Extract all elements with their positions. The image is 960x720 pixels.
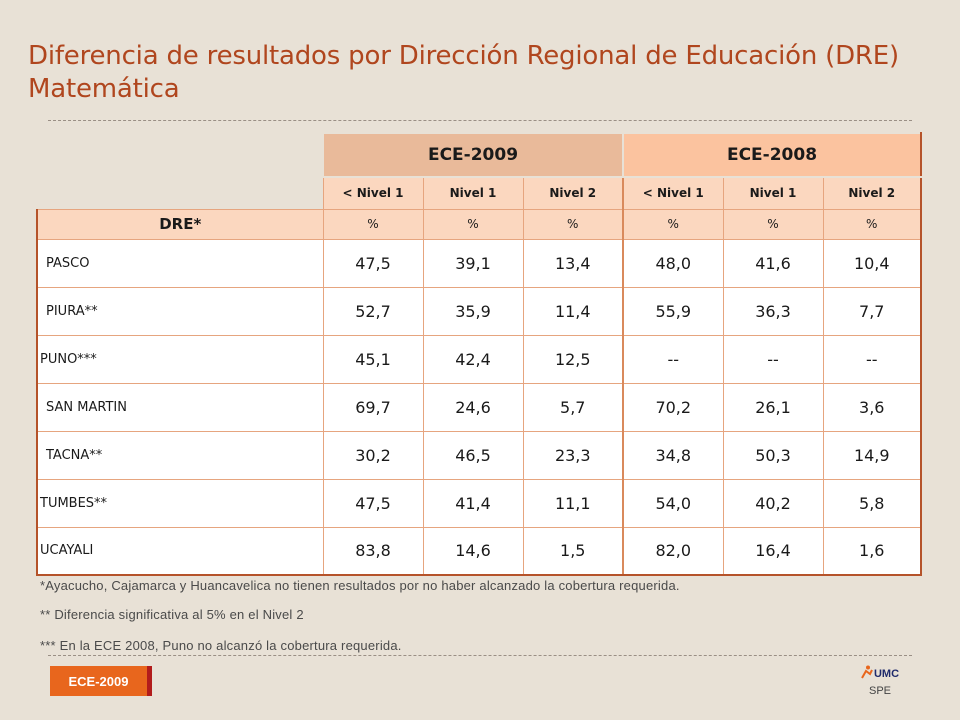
footnote-significance: ** Diferencia significativa al 5% en el …	[40, 607, 304, 622]
year-header-row: ECE-2009 ECE-2008	[37, 132, 922, 178]
value-cell: 83,8	[322, 526, 424, 576]
dre-column-header: DRE*	[36, 208, 324, 240]
dre-name: UCAYALI	[36, 526, 324, 576]
table-row: PUNO*** 45,1 42,4 12,5 -- -- --	[36, 334, 922, 384]
footnote-puno: *** En la ECE 2008, Puno no alcanzó la c…	[40, 638, 402, 653]
unit-label: %	[722, 208, 824, 240]
table-row: TUMBES** 47,5 41,4 11,1 54,0 40,2 5,8	[36, 478, 922, 528]
table-row: SAN MARTIN 69,7 24,6 5,7 70,2 26,1 3,6	[36, 382, 922, 432]
value-cell: --	[822, 334, 922, 384]
table-row: TACNA** 30,2 46,5 23,3 34,8 50,3 14,9	[36, 430, 922, 480]
value-cell: 23,3	[522, 430, 624, 480]
table-row: PIURA** 52,7 35,9 11,4 55,9 36,3 7,7	[36, 286, 922, 336]
value-cell: 69,7	[322, 382, 424, 432]
empty-corner	[37, 133, 323, 177]
value-cell: 34,8	[622, 430, 724, 480]
unit-header-row: DRE* % % % % % %	[36, 208, 922, 240]
dre-name: PASCO	[36, 238, 324, 288]
value-cell: 16,4	[722, 526, 824, 576]
umc-logo: UMC SPE	[858, 664, 902, 704]
ece-badge: ECE-2009	[50, 666, 152, 696]
unit-label: %	[522, 208, 624, 240]
dre-name: SAN MARTIN	[36, 382, 324, 432]
dre-name: TACNA**	[36, 430, 324, 480]
empty-corner	[37, 177, 323, 209]
value-cell: 47,5	[322, 238, 424, 288]
unit-label: %	[422, 208, 524, 240]
level-header: Nivel 2	[822, 176, 922, 210]
value-cell: 45,1	[322, 334, 424, 384]
value-cell: 41,4	[422, 478, 524, 528]
value-cell: 39,1	[422, 238, 524, 288]
level-header: Nivel 1	[722, 176, 824, 210]
value-cell: 11,4	[522, 286, 624, 336]
value-cell: 70,2	[622, 382, 724, 432]
dre-name: PIURA**	[36, 286, 324, 336]
value-cell: 40,2	[722, 478, 824, 528]
value-cell: 30,2	[322, 430, 424, 480]
value-cell: 36,3	[722, 286, 824, 336]
value-cell: 55,9	[622, 286, 724, 336]
value-cell: 3,6	[822, 382, 922, 432]
year-header-2009: ECE-2009	[322, 132, 624, 178]
footnote-coverage: *Ayacucho, Cajamarca y Huancavelica no t…	[40, 578, 680, 593]
dre-name: TUMBES**	[36, 478, 324, 528]
value-cell: --	[722, 334, 824, 384]
value-cell: 42,4	[422, 334, 524, 384]
logo-subtext: SPE	[868, 685, 891, 697]
bottom-divider	[48, 655, 912, 656]
unit-label: %	[622, 208, 724, 240]
unit-label: %	[322, 208, 424, 240]
table-row: PASCO 47,5 39,1 13,4 48,0 41,6 10,4	[36, 238, 922, 288]
value-cell: 13,4	[522, 238, 624, 288]
figure-icon	[861, 664, 873, 683]
value-cell: 50,3	[722, 430, 824, 480]
level-header-row: < Nivel 1 Nivel 1 Nivel 2 < Nivel 1 Nive…	[37, 176, 922, 210]
value-cell: 7,7	[822, 286, 922, 336]
level-header: Nivel 2	[522, 176, 624, 210]
value-cell: 46,5	[422, 430, 524, 480]
table-row: UCAYALI 83,8 14,6 1,5 82,0 16,4 1,6	[36, 526, 922, 576]
value-cell: 5,7	[522, 382, 624, 432]
value-cell: 5,8	[822, 478, 922, 528]
dre-name: PUNO***	[36, 334, 324, 384]
value-cell: 41,6	[722, 238, 824, 288]
value-cell: 52,7	[322, 286, 424, 336]
value-cell: 10,4	[822, 238, 922, 288]
results-table: ECE-2009 ECE-2008 < Nivel 1 Nivel 1 Nive…	[36, 132, 922, 576]
value-cell: 12,5	[522, 334, 624, 384]
value-cell: 82,0	[622, 526, 724, 576]
value-cell: 24,6	[422, 382, 524, 432]
value-cell: 54,0	[622, 478, 724, 528]
value-cell: 47,5	[322, 478, 424, 528]
level-header: < Nivel 1	[622, 176, 724, 210]
value-cell: 14,6	[422, 526, 524, 576]
year-header-2008: ECE-2008	[622, 132, 922, 178]
value-cell: 26,1	[722, 382, 824, 432]
level-header: Nivel 1	[422, 176, 524, 210]
unit-label: %	[822, 208, 922, 240]
top-divider	[48, 120, 912, 121]
value-cell: 1,6	[822, 526, 922, 576]
value-cell: 14,9	[822, 430, 922, 480]
value-cell: 48,0	[622, 238, 724, 288]
value-cell: 35,9	[422, 286, 524, 336]
page-title: Diferencia de resultados por Dirección R…	[28, 41, 899, 104]
value-cell: --	[622, 334, 724, 384]
value-cell: 11,1	[522, 478, 624, 528]
logo-text: UMC	[873, 667, 900, 680]
level-header: < Nivel 1	[322, 176, 424, 210]
value-cell: 1,5	[522, 526, 624, 576]
